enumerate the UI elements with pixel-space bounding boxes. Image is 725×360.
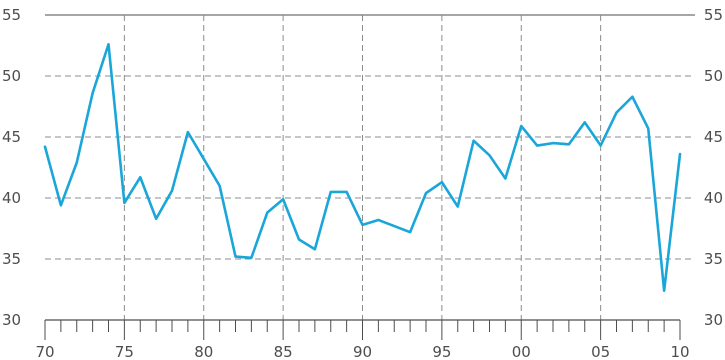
y-tick-label-left: 40	[2, 189, 21, 207]
x-axis-labels: 70 75 80 85 90 95 00 05 10	[35, 343, 689, 360]
x-axis	[44, 319, 681, 340]
x-tick-label: 90	[353, 343, 372, 360]
x-tick-label: 05	[591, 343, 610, 360]
x-tick-label: 75	[115, 343, 134, 360]
x-tick-label: 80	[194, 343, 213, 360]
y-tick-label-right: 50	[704, 67, 723, 85]
x-tick-label: 95	[432, 343, 451, 360]
y-axis-left: 30 35 40 45 50 55	[2, 6, 21, 329]
y-tick-label-left: 35	[2, 250, 21, 268]
y-tick-label-right: 55	[704, 6, 723, 24]
y-tick-label-left: 45	[2, 128, 21, 146]
x-tick-label: 70	[35, 343, 54, 360]
x-tick-label: 00	[512, 343, 531, 360]
grid	[45, 14, 695, 320]
y-tick-label-right: 30	[704, 311, 723, 329]
x-tick-label: 85	[274, 343, 293, 360]
y-tick-label-right: 35	[704, 250, 723, 268]
series	[43, 42, 682, 293]
y-tick-label-left: 55	[2, 6, 21, 24]
y-tick-label-left: 30	[2, 311, 21, 329]
y-axis-right: 30 35 40 45 50 55	[704, 6, 723, 329]
y-tick-label-right: 40	[704, 189, 723, 207]
x-tick-label: 10	[670, 343, 689, 360]
y-tick-label-right: 45	[704, 128, 723, 146]
series-line	[43, 42, 682, 293]
y-tick-label-left: 50	[2, 67, 21, 85]
